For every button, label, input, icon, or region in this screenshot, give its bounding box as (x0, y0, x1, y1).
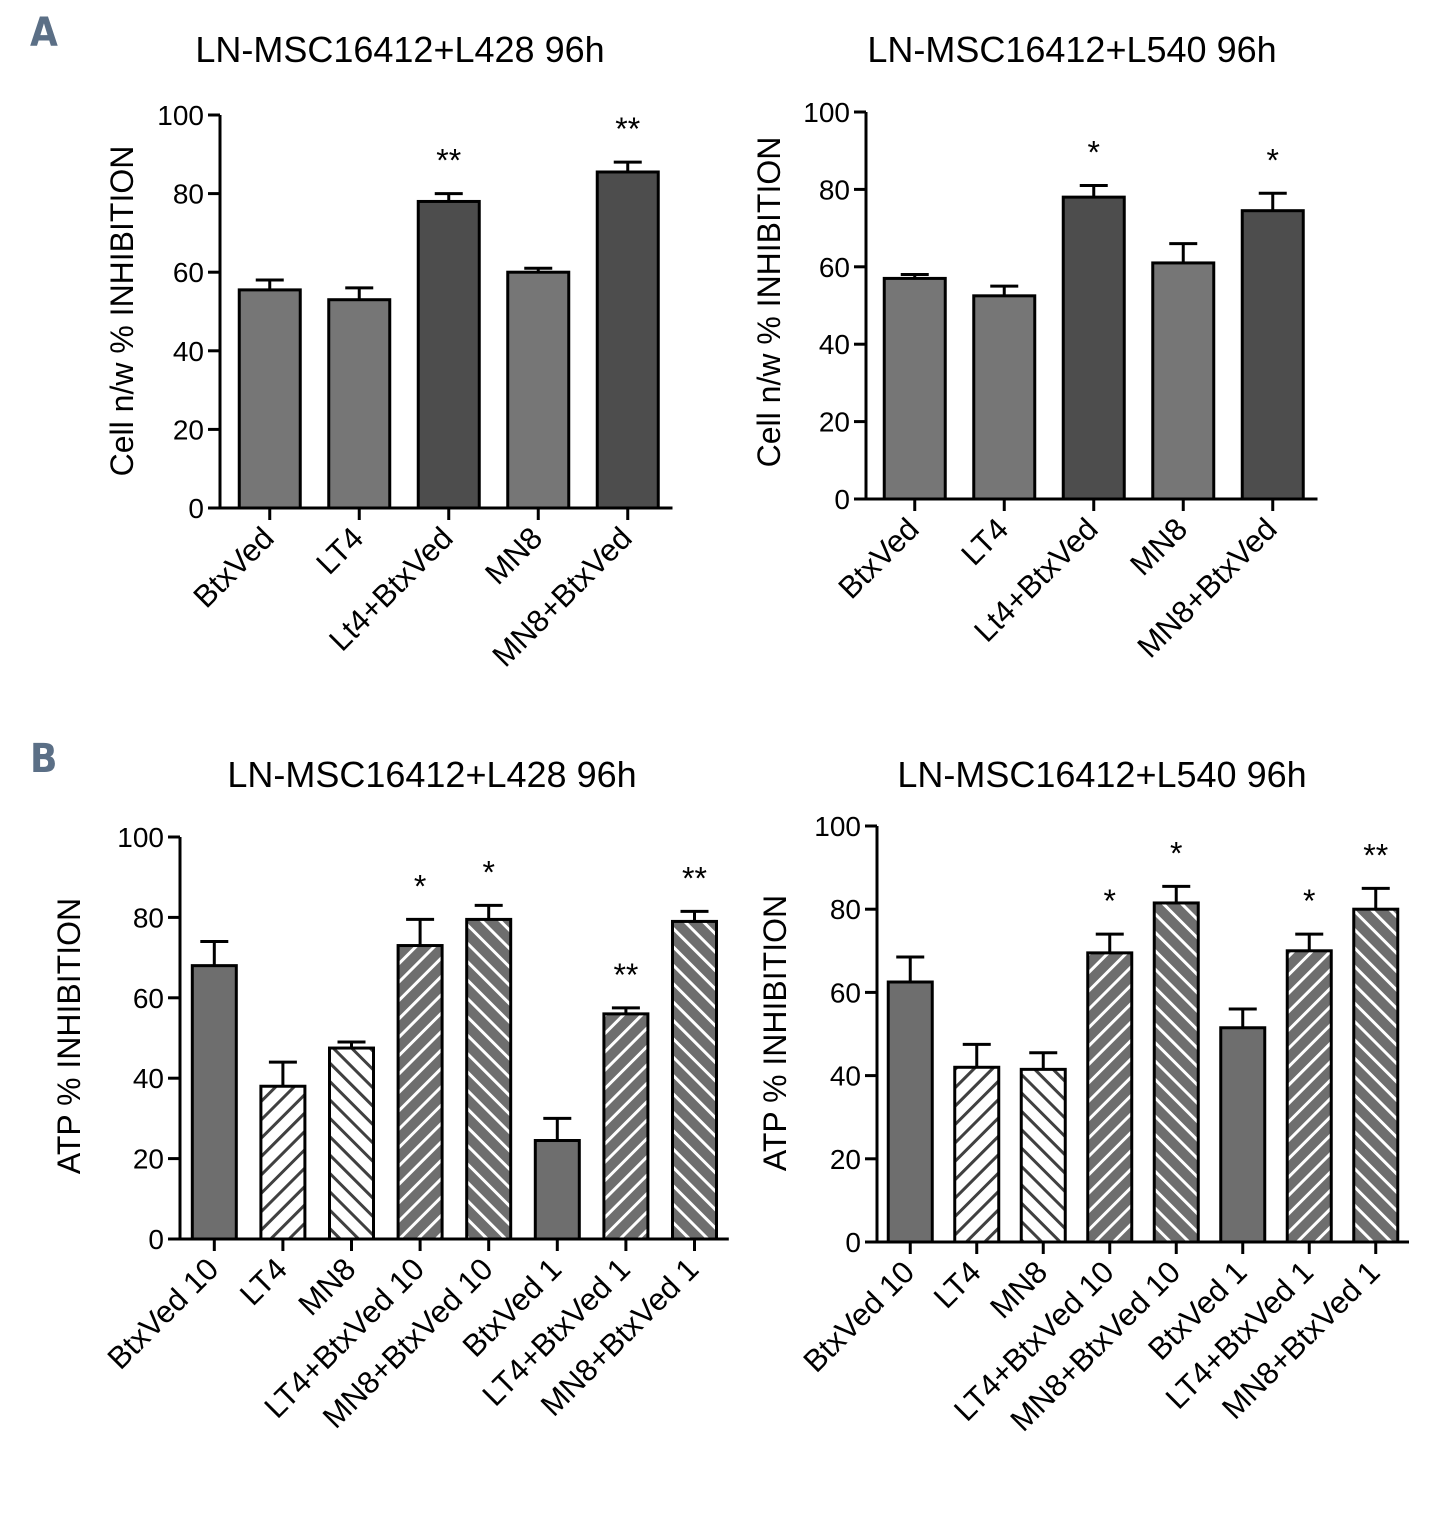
y-axis-label: ATP % INHIBITION (757, 895, 793, 1171)
bar (1285, 949, 1333, 1244)
bar (671, 919, 718, 1241)
significance-marker: * (1088, 135, 1100, 171)
bar (1219, 1026, 1267, 1244)
y-tick-label: 60 (173, 257, 204, 288)
y-tick-label: 20 (830, 1144, 861, 1175)
bar (327, 298, 392, 510)
bar (602, 1012, 650, 1241)
significance-marker: ** (1363, 837, 1388, 873)
x-tick-label: LT4 (927, 1254, 988, 1315)
y-tick-label: 40 (819, 329, 850, 360)
y-tick-label: 40 (133, 1063, 164, 1094)
panel-label-a: A (30, 10, 58, 56)
x-tick-label: MN8 (1123, 511, 1194, 582)
y-tick-label: 60 (133, 983, 164, 1014)
bar (190, 964, 238, 1241)
significance-marker: ** (682, 860, 707, 896)
bar (396, 944, 444, 1241)
y-tick-label: 100 (157, 100, 204, 131)
significance-marker: ** (613, 957, 638, 993)
x-tick-label: LT4 (954, 511, 1015, 572)
chart-title: LN-MSC16412+L428 96h (195, 29, 604, 70)
y-tick-label: 80 (133, 902, 164, 933)
bar (1086, 951, 1134, 1244)
y-axis-label: ATP % INHIBITION (51, 898, 87, 1174)
y-axis-label: Cell n/w % INHIBITION (104, 146, 140, 477)
x-tick-label: LT4 (233, 1251, 294, 1312)
significance-marker: * (1303, 883, 1315, 919)
bar (533, 1139, 581, 1241)
bar (1352, 907, 1400, 1244)
bar (1019, 1067, 1067, 1244)
chart-a-right: LN-MSC16412+L540 96h Cell n/w % INHIBITIO… (751, 29, 1318, 664)
bar (595, 170, 660, 510)
bar (1240, 209, 1305, 501)
y-tick-label: 40 (173, 336, 204, 367)
significance-marker: * (1170, 835, 1182, 871)
y-tick-label: 40 (830, 1061, 861, 1092)
bar (886, 980, 934, 1244)
significance-marker: * (1104, 883, 1116, 919)
y-tick-label: 0 (148, 1224, 164, 1255)
y-tick-label: 100 (814, 811, 861, 842)
bar (1152, 901, 1200, 1244)
bar (328, 1046, 375, 1241)
y-tick-label: 60 (830, 977, 861, 1008)
y-tick-label: 20 (173, 414, 204, 445)
y-tick-label: 20 (819, 407, 850, 438)
significance-marker: ** (436, 143, 461, 179)
bar (506, 270, 571, 510)
significance-marker: * (482, 854, 494, 890)
y-tick-label: 60 (819, 252, 850, 283)
bar (1151, 261, 1216, 501)
x-tick-label: BtxVed (831, 511, 925, 605)
chart-a-left: LN-MSC16412+L428 96h Cell n/w % INHIBITIO… (104, 29, 673, 673)
x-tick-label: LT4 (309, 520, 370, 581)
y-tick-label: 0 (188, 493, 204, 524)
chart-title: LN-MSC16412+L540 96h (897, 754, 1306, 795)
bar (237, 288, 302, 510)
chart-b-left: LN-MSC16412+L428 96h ATP % INHIBITION 0 20 4… (51, 754, 729, 1435)
chart-title: LN-MSC16412+L540 96h (867, 29, 1276, 70)
bar (972, 294, 1037, 501)
bar (1061, 195, 1126, 501)
x-tick-label: BtxVed (186, 520, 280, 614)
bar (416, 199, 481, 510)
panel-label-b: B (30, 736, 57, 782)
y-tick-label: 100 (803, 97, 850, 128)
bar (465, 917, 513, 1241)
bar (259, 1084, 307, 1241)
y-tick-label: 20 (133, 1144, 164, 1175)
significance-marker: ** (615, 111, 640, 147)
chart-title: LN-MSC16412+L428 96h (227, 754, 636, 795)
bar (953, 1065, 1001, 1244)
x-tick-label: MN8 (478, 520, 549, 591)
y-tick-label: 100 (117, 822, 164, 853)
significance-marker: * (414, 868, 426, 904)
bar (882, 276, 947, 501)
y-tick-label: 80 (819, 174, 850, 205)
y-tick-label: 0 (834, 484, 850, 515)
chart-b-right: LN-MSC16412+L540 96h ATP % INHIBITION 0 20 4… (757, 754, 1409, 1438)
y-axis-label: Cell n/w % INHIBITION (751, 137, 787, 468)
y-tick-label: 80 (830, 894, 861, 925)
x-tick-label: BtxVed 10 (797, 1254, 922, 1379)
y-tick-label: 80 (173, 179, 204, 210)
x-tick-label: BtxVed 10 (101, 1251, 226, 1376)
significance-marker: * (1267, 142, 1279, 178)
y-tick-label: 0 (845, 1227, 861, 1258)
